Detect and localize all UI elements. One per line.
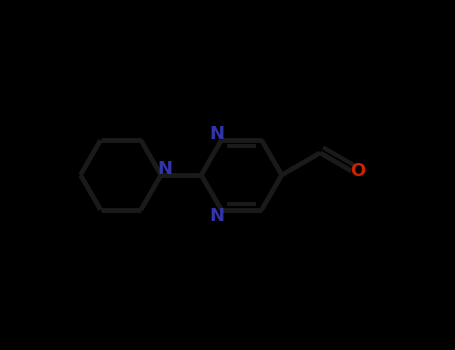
Text: N: N [210,125,225,143]
Text: O: O [350,162,365,180]
Text: N: N [210,207,225,225]
Text: N: N [158,160,173,178]
